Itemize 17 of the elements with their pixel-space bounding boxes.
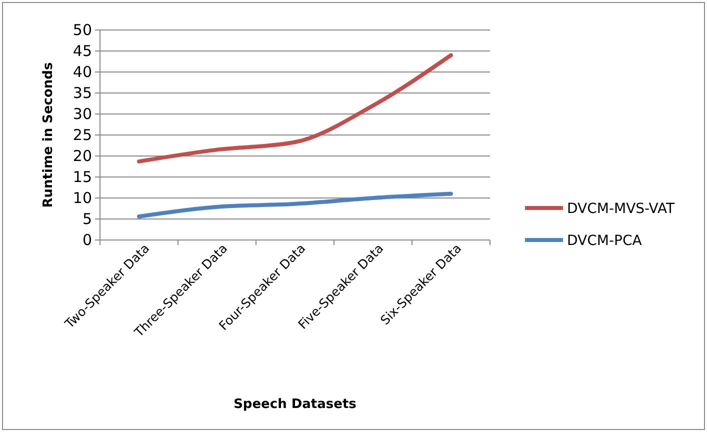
line-series (137, 53, 453, 164)
y-tick-label: 50 (72, 20, 92, 39)
y-tick-label: 0 (82, 230, 92, 249)
y-tick-label: 10 (72, 188, 92, 207)
y-tick-label: 35 (72, 84, 92, 102)
line-series (137, 192, 453, 218)
y-tick-label: 5 (82, 210, 92, 228)
y-tick-label: 45 (72, 42, 92, 60)
y-tick-label: 15 (72, 168, 92, 186)
y-tick-label: 20 (72, 146, 92, 165)
legend-label: DVCM-MVS-VAT (567, 201, 675, 217)
x-axis-title: Speech Datasets (234, 397, 357, 412)
legend-label: DVCM-PCA (567, 233, 642, 249)
y-tick-label: 25 (72, 126, 92, 144)
y-tick-label: 40 (72, 62, 92, 81)
y-axis-title: Runtime in Seconds (41, 62, 56, 208)
y-tick-label: 30 (72, 104, 92, 123)
